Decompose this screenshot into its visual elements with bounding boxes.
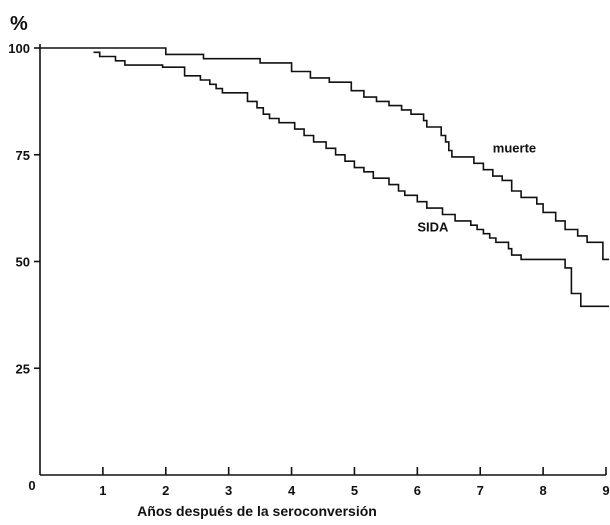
x-tick-label-6: 6	[414, 483, 421, 498]
series-layer	[40, 47, 610, 308]
axes	[39, 44, 606, 476]
y-tick-label-25: 25	[16, 361, 30, 376]
series-line-SIDA	[93, 51, 610, 308]
x-tick-label-3: 3	[225, 483, 232, 498]
y-tick-label-100: 100	[8, 41, 30, 56]
series-label-muerte: muerte	[493, 141, 536, 156]
annotation-layer: muerte SIDA	[417, 141, 536, 235]
x-tick-label-8: 8	[539, 483, 546, 498]
series-label-SIDA: SIDA	[417, 220, 449, 235]
x-tick-label-5: 5	[351, 483, 358, 498]
y-tick-label-50: 50	[16, 255, 30, 270]
x-tick-label-9: 9	[602, 483, 609, 498]
y-axis-unit-label: %	[10, 13, 28, 35]
x-tick-label-4: 4	[288, 483, 296, 498]
y-tick-label-75: 75	[16, 148, 30, 163]
y-ticks: 25 50 75 100	[8, 41, 40, 376]
series-line-muerte	[40, 47, 610, 261]
x-ticks: 1 2 3 4 5 6 7 8 9	[99, 467, 610, 498]
x-tick-label-2: 2	[162, 483, 169, 498]
x-axis-title: Años después de la seroconversión	[137, 503, 377, 519]
x-tick-label-1: 1	[99, 483, 106, 498]
origin-label: 0	[28, 478, 35, 493]
x-tick-label-7: 7	[477, 483, 484, 498]
